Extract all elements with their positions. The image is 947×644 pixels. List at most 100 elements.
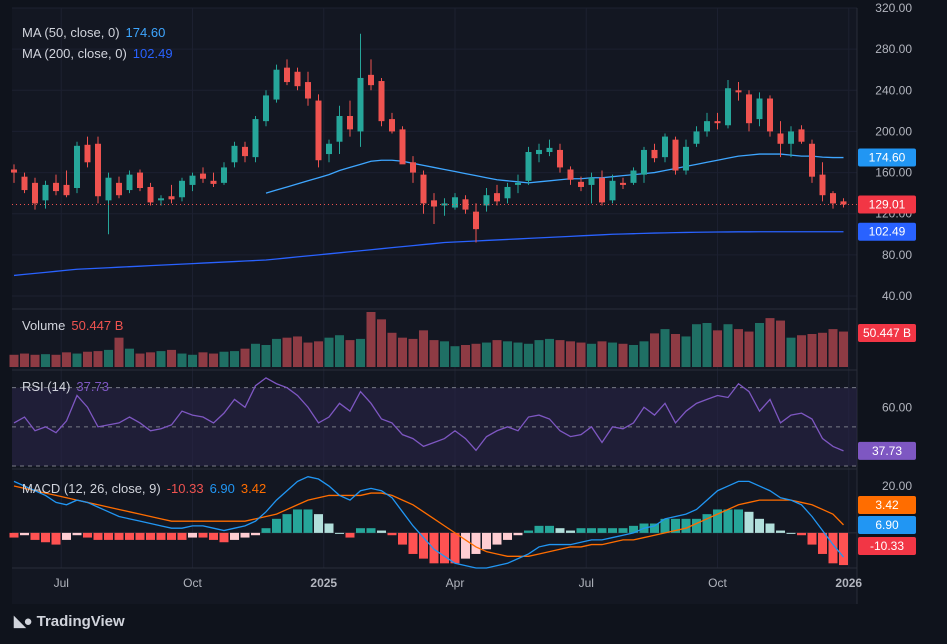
rsi-pane[interactable]	[12, 377, 857, 467]
macd-histogram-bar	[681, 518, 691, 533]
tradingview-logo[interactable]: ◣● TradingView	[14, 612, 125, 631]
volume-bar	[828, 329, 838, 367]
candle-body	[378, 81, 385, 122]
candle-body	[746, 94, 752, 124]
volume-bar	[534, 340, 544, 367]
volume-bar	[492, 340, 502, 367]
macd-histogram-bar	[723, 509, 733, 533]
candle-body	[578, 181, 584, 187]
macd-histogram-bar	[482, 532, 491, 550]
ma200-line	[13, 231, 844, 277]
volume-bar	[755, 323, 764, 367]
candle-body	[672, 139, 679, 171]
rsi-legend-value: 37.73	[76, 379, 109, 394]
volume-bar	[450, 346, 460, 367]
candle-body	[231, 145, 238, 163]
volume-bar	[356, 338, 365, 367]
macd-histogram-bar	[765, 523, 775, 533]
volume-bar	[545, 338, 554, 367]
volume-bar	[345, 340, 355, 367]
macd-histogram-bar	[839, 532, 848, 566]
candle-body	[515, 182, 521, 185]
candle-body	[599, 177, 605, 203]
rsi-line	[13, 377, 844, 452]
candle-body	[693, 131, 700, 144]
macd-histogram-bar	[797, 532, 806, 536]
volume-bar	[261, 345, 271, 367]
time-tick-label: Jul	[579, 576, 594, 590]
candle-body	[777, 133, 784, 144]
volume-bar	[398, 337, 407, 367]
ma200-legend[interactable]: MA (200, close, 0) 102.49	[22, 46, 179, 61]
macd-histogram-bar	[629, 525, 638, 533]
volume-bar	[377, 319, 386, 367]
macd-histogram-bar	[776, 530, 785, 533]
rsi-legend[interactable]: RSI (14) 37.73	[22, 379, 115, 394]
candle-body	[725, 88, 731, 126]
candle-body	[336, 116, 343, 142]
macd-histogram-bar	[744, 511, 754, 533]
macd-histogram-bar	[335, 532, 344, 534]
macd-histogram-bar	[534, 525, 544, 533]
volume-bar	[209, 353, 218, 367]
volume-bar	[240, 348, 250, 367]
volume-bar	[282, 337, 292, 367]
candle-body	[683, 146, 689, 171]
volume-bar	[671, 334, 680, 367]
ma200-legend-label: MA (200, close, 0)	[22, 46, 127, 61]
macd-histogram-bar	[786, 532, 796, 534]
macd-histogram-bar	[261, 528, 271, 533]
candle-body	[305, 82, 311, 99]
candle-body	[567, 169, 574, 180]
volume-bar	[366, 312, 376, 367]
macd-histogram-bar	[314, 514, 323, 533]
volume-bar	[723, 324, 733, 367]
ma200-badge: 102.49	[869, 225, 906, 239]
ma50-path	[265, 153, 844, 194]
volume-pane[interactable]	[9, 312, 849, 367]
axis-badges: 174.60 129.01 102.49 50.447 B 37.73 3.42 6.90 -…	[858, 148, 916, 555]
macd-histogram-bar	[324, 523, 334, 533]
volume-bar	[471, 343, 481, 367]
macd-histogram-bar	[188, 532, 197, 538]
candle-body	[536, 149, 542, 155]
macd-histogram-bar	[30, 532, 40, 540]
last-price-badge: 129.01	[869, 197, 906, 211]
volume-legend[interactable]: Volume 50.447 B	[22, 318, 129, 333]
macd-histogram-bar	[20, 532, 29, 536]
volume-bar	[419, 330, 428, 367]
macd-signal-path	[13, 485, 844, 557]
volume-bar	[503, 341, 512, 367]
macd-histogram-bar	[555, 528, 565, 533]
candle-body	[410, 162, 416, 173]
macd-histogram-bar	[524, 530, 533, 533]
price-tick-label: 320.00	[875, 1, 912, 15]
candle-body	[630, 170, 637, 183]
candle-body	[42, 184, 49, 201]
volume-bar	[713, 330, 722, 367]
macd-legend[interactable]: MACD (12, 26, close, 9) -10.33 6.90 3.42	[22, 481, 272, 496]
candle-body	[368, 74, 374, 86]
candle-body	[431, 200, 437, 207]
macd-histogram-bar	[608, 528, 617, 533]
macd-histogram-bar	[345, 532, 355, 538]
candle-body	[126, 174, 133, 191]
macd-pane[interactable]	[9, 476, 858, 569]
candle-body	[546, 147, 553, 152]
candle-body	[609, 180, 616, 201]
x-axis[interactable]: Jul Oct 2025 Apr Jul Oct 2026	[54, 576, 863, 590]
volume-legend-value: 50.447 B	[71, 318, 124, 333]
volume-bar	[765, 318, 775, 367]
volume-bar	[681, 336, 691, 367]
volume-bar	[272, 338, 281, 367]
ma50-legend[interactable]: MA (50, close, 0) 174.60	[22, 25, 171, 40]
price-pane[interactable]	[11, 33, 857, 277]
volume-bar	[597, 341, 607, 367]
macd-legend-label: MACD (12, 26, close, 9)	[22, 481, 161, 496]
macd-histogram-bar	[713, 509, 722, 533]
candle-body	[32, 182, 38, 204]
tradingview-icon: ◣●	[14, 613, 33, 630]
macd-histogram-bar	[366, 528, 376, 533]
candle-body	[704, 121, 710, 132]
